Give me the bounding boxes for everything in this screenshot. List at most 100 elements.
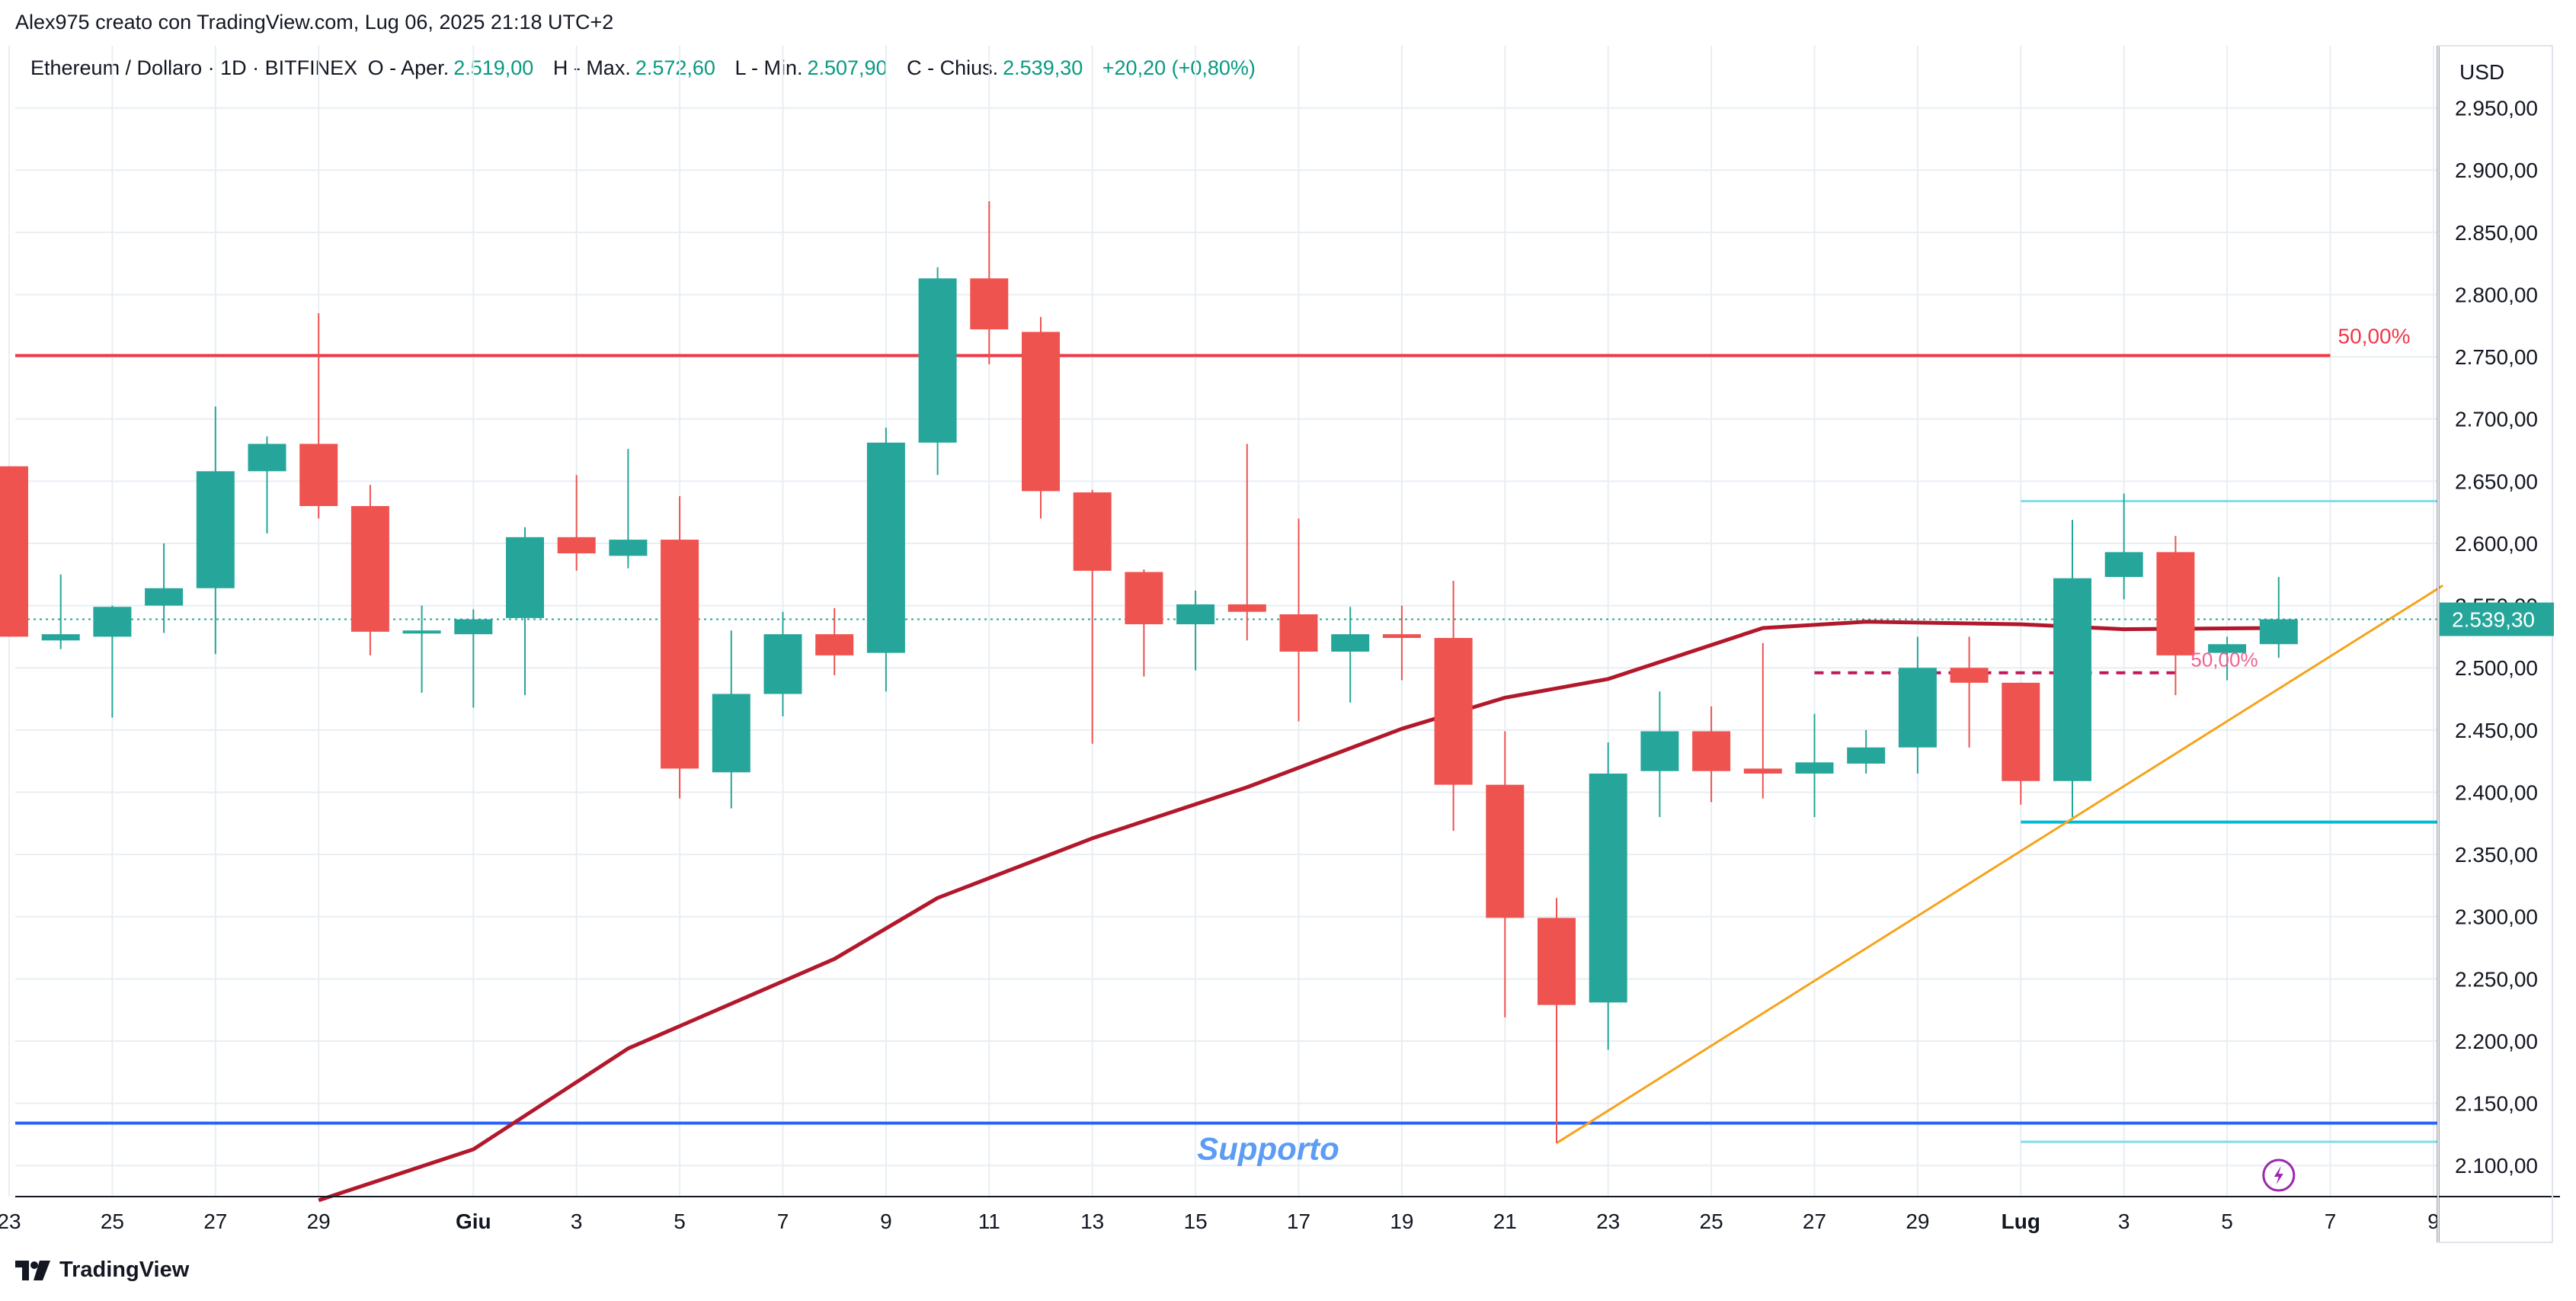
candle[interactable] bbox=[1692, 706, 1731, 803]
candle-body bbox=[1022, 332, 1060, 492]
candle[interactable] bbox=[1434, 580, 1473, 832]
candle[interactable] bbox=[2208, 636, 2247, 681]
candle[interactable] bbox=[609, 448, 648, 569]
candle-body bbox=[1898, 668, 1937, 748]
candle-body bbox=[763, 634, 802, 694]
candle-body bbox=[1434, 638, 1473, 785]
candle[interactable] bbox=[1795, 713, 1834, 818]
candle-body bbox=[2208, 644, 2247, 653]
candle[interactable] bbox=[2104, 493, 2143, 600]
y-tick-label: 2.100,00 bbox=[2455, 1154, 2538, 1178]
candle-body bbox=[609, 540, 648, 556]
tradingview-brand[interactable]: TradingView bbox=[15, 1258, 189, 1283]
candle-body bbox=[1538, 918, 1576, 1005]
candle[interactable] bbox=[1331, 607, 1370, 703]
candle[interactable] bbox=[557, 475, 596, 571]
candle[interactable] bbox=[1073, 489, 1112, 744]
candle-body bbox=[2002, 682, 2040, 781]
uptrend-line[interactable] bbox=[1556, 585, 2443, 1145]
symbol-name[interactable]: Ethereum / Dollaro · 1D · BITFINEX bbox=[30, 56, 358, 79]
candle[interactable] bbox=[454, 609, 493, 708]
x-tick-label: 9 bbox=[880, 1210, 892, 1233]
candle-body bbox=[1847, 747, 1886, 764]
x-tick-label: 23 bbox=[1596, 1210, 1620, 1233]
candle-body bbox=[1950, 668, 1989, 683]
y-tick-label: 2.800,00 bbox=[2455, 283, 2538, 306]
candle[interactable] bbox=[0, 466, 28, 637]
candle[interactable] bbox=[712, 630, 750, 809]
candle[interactable] bbox=[1640, 691, 1679, 818]
candle[interactable] bbox=[1898, 636, 1937, 774]
candle[interactable] bbox=[763, 611, 802, 716]
axes-layer[interactable]: 2.100,00 2.150,00 2.200,00 2.250,00 2.300,00… bbox=[0, 45, 2560, 1243]
candle[interactable] bbox=[1486, 731, 1525, 1017]
chart-caption: Alex975 creato con TradingView.com, Lug … bbox=[15, 11, 614, 34]
open-value: 2.519,00 bbox=[453, 56, 534, 79]
currency-label[interactable]: USD bbox=[2459, 60, 2504, 84]
x-tick-label: 5 bbox=[674, 1210, 686, 1233]
candle[interactable] bbox=[2053, 519, 2091, 818]
candle[interactable] bbox=[41, 574, 80, 649]
candle-body bbox=[196, 471, 235, 588]
y-tick-label: 2.150,00 bbox=[2455, 1092, 2538, 1116]
close-label: C - Chius. bbox=[907, 56, 999, 79]
candle[interactable] bbox=[970, 201, 1009, 364]
candle[interactable] bbox=[1743, 642, 1782, 799]
candle-body bbox=[1589, 773, 1627, 1003]
candle[interactable] bbox=[1589, 742, 1627, 1050]
candle[interactable] bbox=[918, 267, 957, 476]
y-tick-label: 2.200,00 bbox=[2455, 1030, 2538, 1053]
candle-body bbox=[1640, 731, 1679, 771]
candle[interactable] bbox=[1847, 729, 1886, 774]
candle[interactable] bbox=[402, 605, 441, 693]
candle[interactable] bbox=[2002, 682, 2040, 805]
y-tick-label: 2.750,00 bbox=[2455, 345, 2538, 369]
candle[interactable] bbox=[1279, 518, 1318, 722]
drawing-overlays[interactable] bbox=[15, 354, 2443, 1145]
close-value: 2.539,30 bbox=[1003, 56, 1083, 79]
candle[interactable] bbox=[1022, 316, 1060, 519]
candle-body bbox=[0, 466, 28, 637]
candle[interactable] bbox=[196, 406, 235, 655]
candle[interactable] bbox=[248, 436, 286, 534]
price-scale-panel[interactable] bbox=[2437, 45, 2553, 1243]
candle[interactable] bbox=[1176, 591, 1215, 671]
candles-layer[interactable] bbox=[0, 201, 2298, 1143]
candle[interactable] bbox=[1125, 569, 1163, 677]
candle[interactable] bbox=[1538, 898, 1576, 1143]
candle-body bbox=[970, 278, 1009, 330]
last-price-tag bbox=[2440, 602, 2554, 636]
tradingview-logo-icon bbox=[15, 1260, 50, 1280]
candle[interactable] bbox=[2156, 536, 2195, 696]
candle[interactable] bbox=[1382, 605, 1421, 681]
candle-body bbox=[1125, 572, 1163, 625]
candle[interactable] bbox=[1950, 636, 1989, 748]
x-tick-label: 7 bbox=[777, 1210, 789, 1233]
candle[interactable] bbox=[815, 607, 854, 676]
candle-body bbox=[557, 537, 596, 554]
candle[interactable] bbox=[299, 312, 338, 519]
candle-body bbox=[712, 694, 750, 773]
x-tick-label: 3 bbox=[2118, 1210, 2130, 1233]
high-label: H - Max. bbox=[552, 56, 631, 79]
candle[interactable] bbox=[661, 495, 699, 799]
x-tick-label: 17 bbox=[1287, 1210, 1310, 1233]
lightning-icon[interactable] bbox=[2262, 1158, 2296, 1192]
candle[interactable] bbox=[350, 485, 389, 655]
candle-body bbox=[1795, 762, 1834, 774]
candle-body bbox=[1486, 784, 1525, 918]
x-tick-label: 11 bbox=[978, 1210, 1000, 1233]
moving-average-line[interactable] bbox=[318, 620, 2279, 1203]
candle-body bbox=[2053, 578, 2091, 781]
support-label: Supporto bbox=[1197, 1131, 1339, 1167]
candle[interactable] bbox=[145, 543, 184, 633]
candle[interactable] bbox=[93, 605, 132, 718]
candle[interactable] bbox=[866, 428, 905, 692]
candle[interactable] bbox=[2259, 577, 2298, 659]
candle[interactable] bbox=[506, 527, 544, 696]
candle-body bbox=[2104, 552, 2143, 578]
candle[interactable] bbox=[1227, 444, 1266, 641]
candle-body bbox=[145, 588, 184, 606]
candle-body bbox=[1382, 634, 1421, 639]
